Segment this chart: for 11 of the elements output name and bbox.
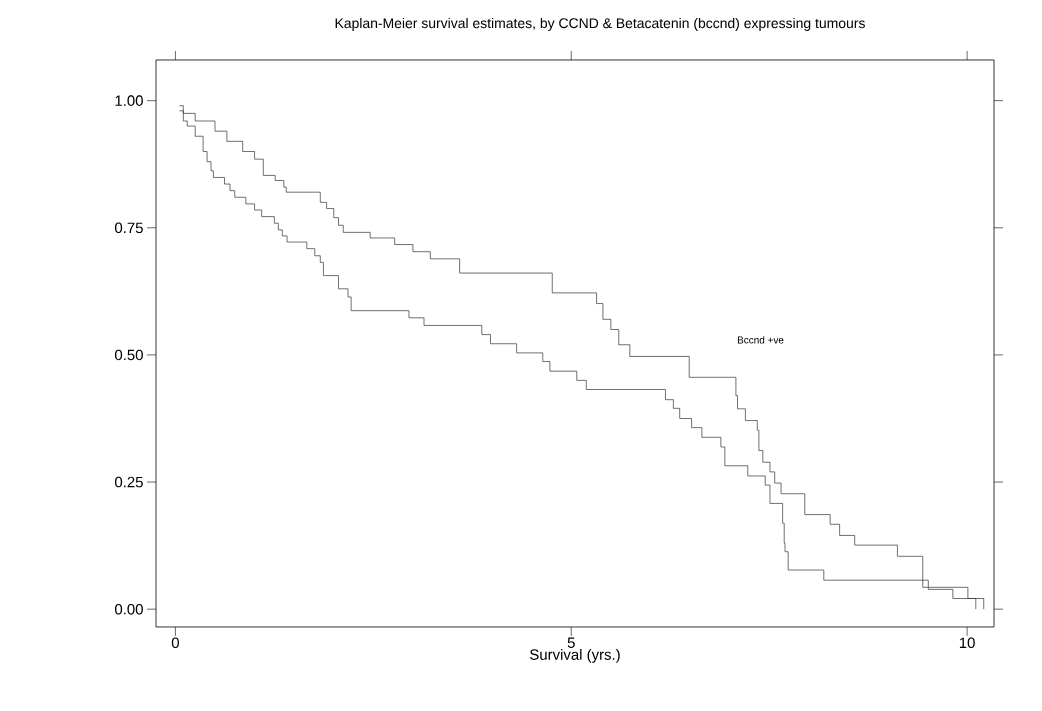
x-axis-title: Survival (yrs.) — [530, 648, 620, 663]
y-tick-label: 1.00 — [115, 95, 143, 106]
y-tick-label: 0.75 — [114, 222, 143, 234]
y-tick-label: 0.00 — [114, 603, 143, 615]
x-tick-label: 10 — [959, 637, 975, 649]
x-tick-label: 5 — [567, 637, 575, 648]
y-tick-label: 0.50 — [114, 349, 143, 361]
chart-title: Kaplan-Meier survival estimates, by CCND & Betacatenin (bccnd) expressing tumours — [335, 17, 865, 31]
text: Bccnd +ve — [737, 336, 784, 344]
x-tick-label: 0 — [171, 637, 179, 649]
y-tick-label: 0.25 — [114, 476, 143, 488]
